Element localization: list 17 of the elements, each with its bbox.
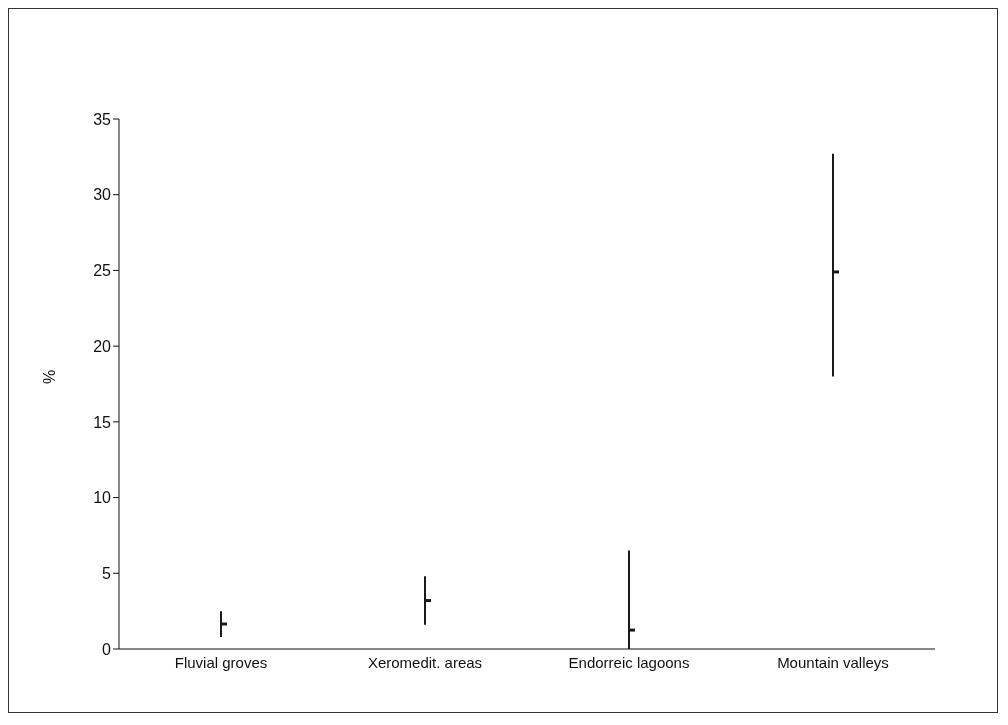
y-axis-title: % <box>40 369 58 384</box>
x-tick-label: Mountain valleys <box>777 653 889 671</box>
point <box>629 628 635 632</box>
x-tick-label: Endorreic lagoons <box>568 653 690 671</box>
y-tick-label: 20 <box>93 337 112 355</box>
point <box>425 599 431 603</box>
point <box>833 270 839 274</box>
x-tick-label: Xeromedit. areas <box>367 653 483 671</box>
x-tick-label: Fluvial groves <box>174 653 268 671</box>
y-tick-label: 30 <box>93 186 112 204</box>
y-tick-label: 25 <box>93 262 112 280</box>
y-tick-label: 10 <box>93 489 112 507</box>
y-tick-label: 35 <box>93 110 112 128</box>
y-tick-label: 0 <box>102 640 112 658</box>
y-tick-label: 15 <box>93 413 112 431</box>
point <box>221 622 227 626</box>
y-tick-label: 5 <box>102 564 112 582</box>
